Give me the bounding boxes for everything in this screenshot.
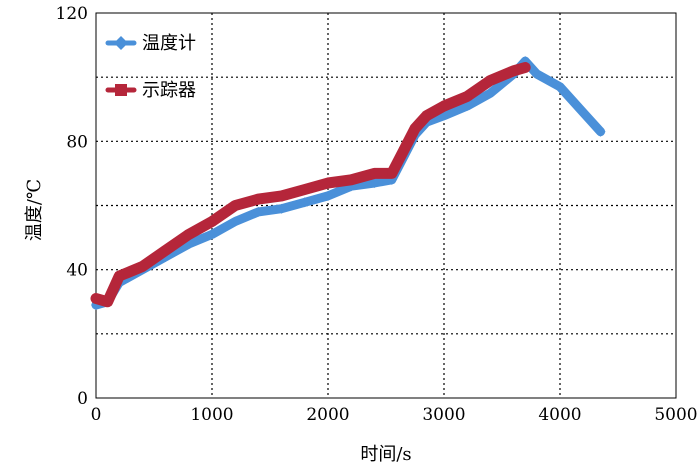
data-point-tracer <box>115 272 124 281</box>
data-point-tracer <box>300 185 309 194</box>
data-point-tracer <box>277 191 286 200</box>
data-point-thermometer <box>578 107 589 118</box>
data-point-tracer <box>411 124 419 133</box>
data-point-tracer <box>324 179 332 188</box>
data-point-thermometer <box>253 206 264 217</box>
tick-labels: 0 1000 2000 3000 4000 5000 0 40 80 120 <box>56 4 698 425</box>
data-point-thermometer <box>230 216 241 227</box>
data-point-tracer <box>161 246 170 255</box>
data-point-tracer <box>463 92 472 101</box>
data-point-tracer <box>92 294 100 303</box>
data-point-tracer <box>440 102 448 111</box>
x-tick-label-1000: 1000 <box>190 405 233 425</box>
data-point-tracer <box>399 146 408 155</box>
data-point-tracer <box>254 195 263 204</box>
x-tick-label-4000: 4000 <box>538 405 581 425</box>
data-point-tracer <box>422 111 431 120</box>
series-lines <box>90 56 606 310</box>
data-point-tracer <box>509 66 518 75</box>
data-point-thermometer <box>555 81 565 92</box>
legend: 温度计 示踪器 <box>105 33 196 101</box>
data-point-thermometer <box>462 101 473 112</box>
data-point-tracer <box>184 230 193 239</box>
legend-item-thermometer: 温度计 <box>105 33 196 54</box>
y-tick-label-120: 120 <box>56 4 88 24</box>
y-tick-label-80: 80 <box>66 132 88 152</box>
data-point-tracer <box>208 217 216 226</box>
x-tick-label-3000: 3000 <box>422 405 465 425</box>
y-tick-label-40: 40 <box>66 261 88 281</box>
data-point-thermometer <box>323 190 333 201</box>
data-point-tracer <box>138 262 147 271</box>
data-point-tracer <box>103 297 112 306</box>
data-point-thermometer <box>485 88 496 99</box>
x-tick-label-5000: 5000 <box>654 405 697 425</box>
data-point-thermometer <box>276 203 287 214</box>
grid-lines <box>96 13 676 398</box>
data-point-thermometer <box>595 126 606 137</box>
data-point-thermometer <box>207 229 217 240</box>
y-tick-label-0: 0 <box>77 389 88 409</box>
data-point-tracer <box>231 201 240 210</box>
data-point-thermometer <box>299 197 310 208</box>
x-tick-label-2000: 2000 <box>306 405 349 425</box>
data-point-thermometer <box>369 178 380 189</box>
data-point-tracer <box>347 175 356 184</box>
data-point-tracer <box>486 76 495 85</box>
y-axis-title: 温度/℃ <box>24 179 45 241</box>
data-point-thermometer <box>531 68 542 79</box>
data-point-tracer <box>521 63 530 72</box>
data-point-tracer <box>387 169 396 178</box>
legend-label-thermometer: 温度计 <box>142 33 196 54</box>
x-tick-label-0: 0 <box>91 405 102 425</box>
legend-label-tracer: 示踪器 <box>142 80 196 101</box>
data-point-tracer <box>370 169 379 178</box>
legend-item-tracer: 示踪器 <box>105 80 196 101</box>
x-axis-title: 时间/s <box>360 444 411 465</box>
